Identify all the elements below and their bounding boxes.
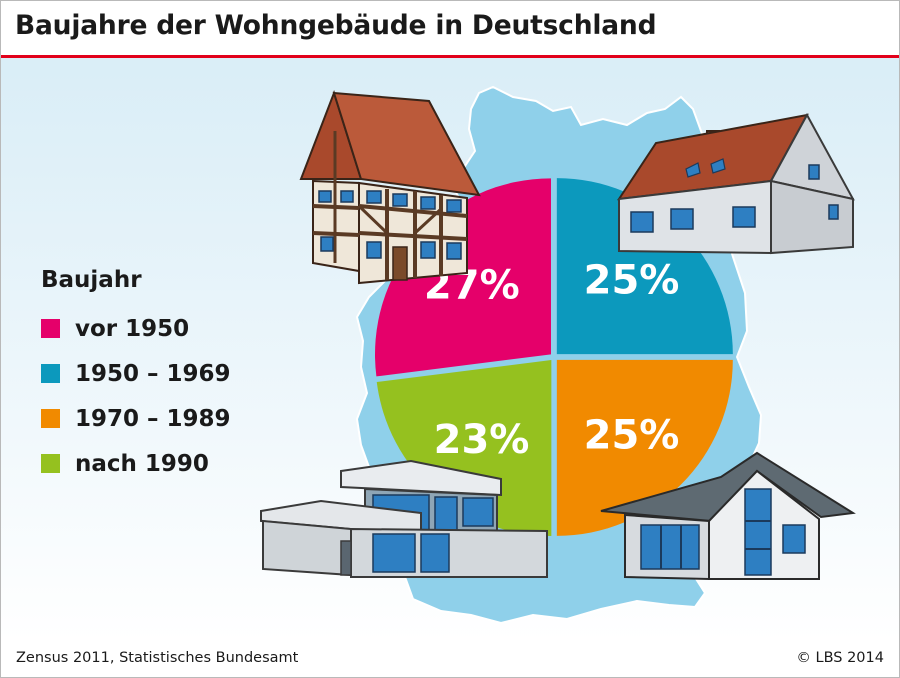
header-divider bbox=[1, 55, 899, 58]
legend-label: vor 1950 bbox=[75, 315, 190, 342]
legend-title: Baujahr bbox=[41, 267, 142, 293]
legend-swatch-nach-1990 bbox=[41, 454, 60, 473]
modern-cube-house-icon bbox=[260, 459, 548, 578]
pie-value-label-1970-1989: 25% bbox=[584, 412, 680, 458]
pie-value-label-1950-1969: 25% bbox=[584, 258, 680, 304]
gable-house-icon bbox=[616, 112, 855, 255]
legend-label: 1970 – 1989 bbox=[75, 405, 231, 432]
pie-slice-vor-1950 bbox=[374, 178, 551, 377]
modern-gable-house-icon bbox=[600, 451, 856, 581]
page-title: Baujahre der Wohngebäude in Deutschland bbox=[15, 10, 657, 41]
legend-item-nach-1990: nach 1990 bbox=[41, 441, 231, 486]
pie-slice-1970-1989 bbox=[556, 359, 733, 536]
pie-chart: 25%25%23%27% bbox=[374, 178, 733, 537]
legend-swatch-1970-1989 bbox=[41, 409, 60, 428]
legend-label: 1950 – 1969 bbox=[75, 360, 231, 387]
pie-slice-nach-1990 bbox=[376, 360, 552, 537]
legend: Baujahr vor 1950 1950 – 1969 1970 – 1989… bbox=[41, 267, 231, 486]
header-bar: Baujahre der Wohngebäude in Deutschland bbox=[1, 1, 899, 55]
source-note: Zensus 2011, Statistisches Bundesamt bbox=[16, 650, 299, 666]
legend-item-1950-1969: 1950 – 1969 bbox=[41, 351, 231, 396]
pie-value-label-nach-1990: 23% bbox=[434, 417, 530, 463]
legend-swatch-vor-1950 bbox=[41, 319, 60, 338]
pie-slice-1950-1969 bbox=[556, 178, 733, 355]
legend-item-vor-1950: vor 1950 bbox=[41, 306, 231, 351]
copyright-note: © LBS 2014 bbox=[796, 650, 884, 666]
legend-label: nach 1990 bbox=[75, 450, 209, 477]
legend-swatch-1950-1969 bbox=[41, 364, 60, 383]
half-timbered-house-icon bbox=[299, 89, 481, 285]
legend-item-1970-1989: 1970 – 1989 bbox=[41, 396, 231, 441]
